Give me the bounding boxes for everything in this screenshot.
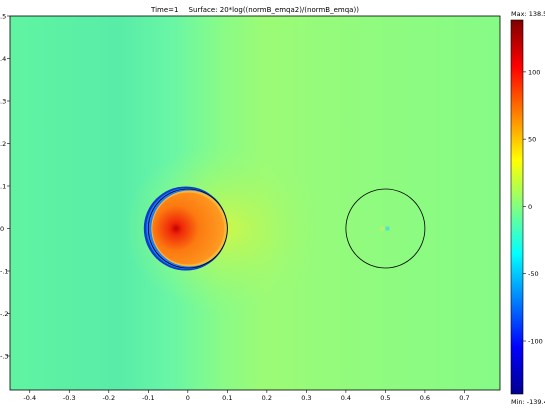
x-tick-label: -0.2 [102, 394, 115, 402]
x-tick-label: 0 [186, 394, 190, 402]
title-time: Time=1 [151, 6, 179, 14]
colorbar-tick-label: 50 [528, 136, 536, 144]
y-tick-label: .1 [0, 183, 6, 191]
y-axis: .5 .4 .3 .2 .1 0 -.1 -.2 -.3 [0, 13, 10, 361]
colorbar-min-label: Min: -139.4 [511, 398, 545, 406]
colorbar-tick-label: 0 [528, 203, 532, 211]
y-tick-label: 0 [0, 225, 4, 233]
y-tick-label: .4 [0, 55, 6, 63]
y-tick-label: .2 [0, 140, 6, 148]
x-tick-label: -0.4 [23, 394, 36, 402]
x-tick-label: -0.1 [142, 394, 155, 402]
x-tick-label: 0.3 [301, 394, 311, 402]
colorbar-tick-label: -50 [528, 270, 539, 278]
x-tick-label: 0.4 [341, 394, 351, 402]
y-tick-label: .3 [0, 98, 6, 106]
left-coil-interior [152, 192, 225, 265]
geometry-layer [143, 186, 426, 271]
x-tick-label: 0.5 [380, 394, 390, 402]
colorbar-ticks: 100 50 0 -50 -100 [523, 68, 543, 345]
x-tick-label: 0.1 [222, 394, 232, 402]
chart-title: Time=1 Surface: 20*log((normB_emqa2)/(nor… [95, 6, 415, 14]
x-tick-label: -0.3 [63, 394, 76, 402]
plot-frame [9, 15, 501, 391]
colorbar-tick-label: -100 [528, 337, 543, 345]
right-coil-center-marker [380, 226, 385, 231]
colorbar-max-label: Max: 138.56 [511, 10, 545, 18]
x-tick-label: 0.6 [420, 394, 430, 402]
x-tick-label: 0.2 [262, 394, 272, 402]
colorbar [510, 19, 524, 395]
right-coil-center-marker [385, 226, 390, 231]
y-tick-label: .5 [0, 13, 6, 21]
y-tick-label: -.3 [0, 353, 9, 361]
right-coil-boundary [345, 188, 426, 269]
x-tick-label: 0.7 [459, 394, 469, 402]
left-coil-boundary [147, 188, 228, 269]
y-tick-label: -.1 [0, 268, 9, 276]
colorbar-tick-label: 100 [528, 68, 540, 76]
title-surface: Surface: 20*log((normB_emqa2)/(normB_emq… [188, 6, 359, 14]
x-axis: -0.4 -0.3 -0.2 -0.1 0 0.1 0.2 0.3 0.4 0.5 0.6 0.7 [23, 390, 470, 402]
y-tick-label: -.2 [0, 310, 9, 318]
